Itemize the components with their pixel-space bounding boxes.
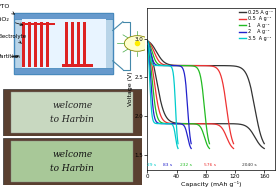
Bar [83, 22, 86, 67]
Text: 576 s: 576 s [204, 163, 216, 167]
Text: welcome: welcome [52, 101, 92, 110]
Legend: 0.25 A g⁻¹, 0.5  A g⁻¹, 1    A g⁻¹, 2    A g⁻¹, 3.5  A g⁻¹: 0.25 A g⁻¹, 0.5 A g⁻¹, 1 A g⁻¹, 2 A g⁻¹,… [239, 10, 273, 41]
Text: TiO₂: TiO₂ [0, 17, 23, 26]
Bar [22, 22, 25, 67]
Bar [71, 22, 74, 67]
Bar [77, 22, 80, 67]
Bar [46, 22, 49, 67]
Bar [14, 68, 113, 74]
Bar [28, 22, 31, 67]
Bar [11, 92, 133, 133]
Bar [14, 13, 113, 19]
Bar [14, 13, 113, 74]
Bar [11, 141, 133, 182]
Text: 83 s: 83 s [163, 163, 173, 167]
Y-axis label: Voltage (V): Voltage (V) [128, 71, 133, 106]
Text: 2040 s: 2040 s [242, 163, 257, 167]
Bar [22, 19, 106, 68]
Bar [34, 22, 37, 67]
Bar [22, 23, 55, 25]
Circle shape [124, 36, 150, 51]
Text: Electrolyte: Electrolyte [0, 34, 26, 43]
X-axis label: Capacity (mAh g⁻¹): Capacity (mAh g⁻¹) [181, 181, 242, 187]
Text: to Harbin: to Harbin [50, 164, 94, 173]
Text: welcome: welcome [52, 150, 92, 159]
Bar [65, 22, 68, 67]
Text: to Harbin: to Harbin [50, 115, 94, 124]
Bar [40, 22, 43, 67]
Text: Partition: Partition [0, 54, 20, 59]
Bar [62, 64, 93, 67]
Text: FTO: FTO [0, 5, 14, 14]
Text: 232 s: 232 s [180, 163, 192, 167]
Text: 29 s: 29 s [147, 163, 157, 167]
